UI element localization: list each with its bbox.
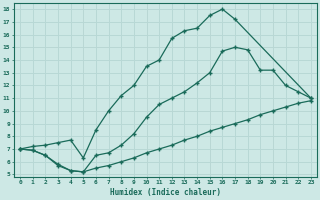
X-axis label: Humidex (Indice chaleur): Humidex (Indice chaleur)	[110, 188, 221, 197]
